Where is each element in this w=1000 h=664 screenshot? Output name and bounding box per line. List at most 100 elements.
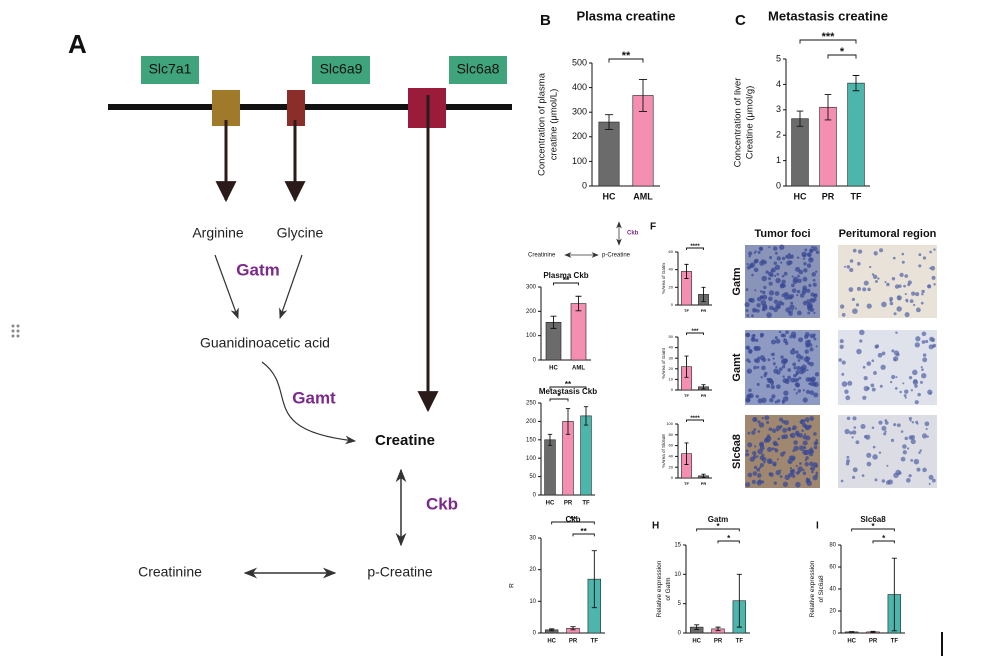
nucleus xyxy=(780,355,784,359)
nucleus xyxy=(793,388,796,391)
x-tick-label: PR xyxy=(701,308,707,313)
nucleus xyxy=(747,370,750,373)
nucleus xyxy=(797,359,801,362)
y-axis-label: of Gatm xyxy=(665,577,672,600)
panel-letter: A xyxy=(68,29,87,59)
nucleus xyxy=(756,365,760,369)
nucleus xyxy=(852,248,857,253)
nucleus xyxy=(840,479,844,483)
nucleus xyxy=(921,368,924,371)
nucleus xyxy=(772,362,776,366)
significance-label: *** xyxy=(822,31,836,43)
nucleus xyxy=(846,265,851,269)
nucleus xyxy=(755,308,760,313)
nucleus xyxy=(759,445,765,451)
nucleus xyxy=(806,263,812,268)
nucleus xyxy=(848,287,854,292)
significance-bracket xyxy=(549,386,587,390)
bar-chart: %Area of Gatm 0 20 40 60 TF PR **** xyxy=(661,244,712,313)
nucleus xyxy=(804,248,808,252)
nucleus xyxy=(899,390,902,394)
nucleus xyxy=(930,265,936,271)
nucleus xyxy=(807,311,811,315)
error-bar xyxy=(701,384,706,390)
nucleus xyxy=(752,471,758,476)
nucleus xyxy=(794,350,799,354)
error-bar xyxy=(736,573,742,628)
nucleus xyxy=(914,400,919,405)
y-tick-label: 5 xyxy=(776,53,781,63)
nucleus xyxy=(788,260,793,265)
significance-label: * xyxy=(727,534,731,543)
y-tick-label: 60 xyxy=(829,565,836,571)
significance-bracket xyxy=(827,54,857,59)
transporter-box xyxy=(141,56,199,84)
nucleus xyxy=(866,361,872,366)
y-tick-label: 5 xyxy=(678,601,682,607)
nucleus xyxy=(813,333,816,336)
nucleus xyxy=(841,312,846,317)
y-tick-label: 200 xyxy=(526,419,537,425)
nucleus xyxy=(806,420,810,423)
nucleus xyxy=(805,435,811,441)
nucleus xyxy=(805,477,809,480)
x-tick-label: PR xyxy=(569,639,578,645)
nucleus xyxy=(745,397,751,403)
nucleus xyxy=(921,340,926,344)
nucleus xyxy=(771,394,776,399)
y-tick-label: 0 xyxy=(833,631,837,637)
nucleus xyxy=(838,358,842,362)
y-tick-label: 40 xyxy=(669,267,674,272)
nucleus xyxy=(852,475,856,479)
nucleus xyxy=(802,469,805,472)
nucleus xyxy=(759,462,765,468)
y-axis-label: %Area of Slc6a8 xyxy=(661,434,666,468)
nucleus xyxy=(753,358,758,363)
x-tick-label: PR xyxy=(822,191,835,201)
nucleus xyxy=(791,288,797,293)
nucleus xyxy=(915,336,921,342)
nucleus xyxy=(752,333,756,337)
nucleus xyxy=(872,445,876,449)
nucleus xyxy=(748,349,753,353)
ihc-panel: Tumor foci Peritumoral region Gatm Gamt Slc6… xyxy=(731,228,937,488)
nucleus xyxy=(804,349,809,354)
nucleus xyxy=(811,470,814,474)
y-tick-label: 40 xyxy=(669,453,674,458)
y-tick-label: 0 xyxy=(533,493,537,499)
metabolite: Creatinine xyxy=(528,253,556,259)
nucleus xyxy=(921,373,927,379)
nucleus xyxy=(751,273,754,277)
nucleus xyxy=(756,296,762,302)
nucleus xyxy=(871,426,875,429)
significance-bracket xyxy=(696,528,740,532)
nucleus xyxy=(867,287,871,292)
nucleus xyxy=(782,358,788,364)
nucleus xyxy=(785,330,789,335)
y-tick-label: 0 xyxy=(776,180,781,190)
nucleus xyxy=(761,453,765,457)
bar-chart: Gatm Relative expression of Gatm 0 5 10 15 HC PR… xyxy=(656,515,750,645)
nucleus xyxy=(796,294,799,297)
nucleus xyxy=(806,356,811,361)
nucleus xyxy=(798,337,804,343)
nucleus xyxy=(768,296,773,302)
nucleus xyxy=(904,396,907,399)
nucleus xyxy=(753,465,758,469)
nucleus xyxy=(804,461,809,467)
metabolite: Guanidinoacetic acid xyxy=(200,335,330,351)
nucleus xyxy=(885,480,891,485)
nucleus xyxy=(863,434,868,439)
nucleus xyxy=(797,470,801,474)
nucleus xyxy=(859,329,865,336)
nucleus xyxy=(921,293,924,296)
drag-handle[interactable] xyxy=(11,324,20,338)
nucleus xyxy=(774,291,780,296)
nucleus xyxy=(928,344,934,350)
y-tick-label: 0 xyxy=(678,631,682,637)
bar-chart: Ckb R 0 10 20 30 HC PR TF ** ** xyxy=(509,515,605,645)
nucleus xyxy=(855,440,860,445)
nucleus xyxy=(753,267,759,273)
nucleus xyxy=(774,274,777,277)
nucleus xyxy=(779,244,785,250)
